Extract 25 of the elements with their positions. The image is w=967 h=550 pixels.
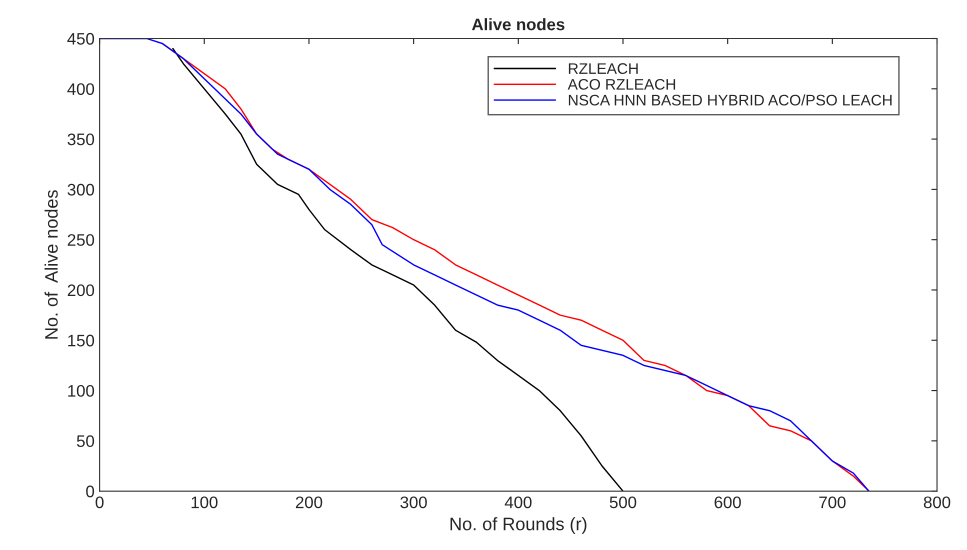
chart-title: Alive nodes [472, 18, 564, 30]
y-tick-label: 0 [86, 486, 94, 498]
y-tick-label: 150 [68, 334, 94, 346]
x-tick-label: 400 [504, 496, 532, 508]
y-tick-label: 200 [68, 284, 94, 296]
y-tick-label: 450 [67, 32, 94, 45]
x-axis-title: No. of Rounds (r) [450, 517, 586, 534]
y-tick-label: 50 [76, 435, 94, 448]
legend-label: ACO RZLEACH [568, 78, 676, 90]
y-tick-label: 400 [67, 83, 94, 95]
x-tick-label: 700 [819, 496, 846, 508]
x-tick-label: 800 [924, 496, 950, 508]
x-tick-label: 100 [192, 496, 218, 508]
x-tick-label: 500 [610, 496, 636, 508]
x-tick-label: 600 [714, 496, 741, 508]
legend-label: NSCA HNN BASED HYBRID ACO/PSO LEACH [568, 94, 892, 106]
legend-label: RZLEACH [568, 63, 638, 74]
x-tick-label: 200 [296, 496, 322, 508]
y-tick-label: 250 [68, 234, 94, 246]
y-tick-label: 300 [68, 184, 94, 196]
y-axis-title: No. of Alive nodes [44, 190, 58, 339]
x-tick-label: 300 [400, 496, 427, 508]
x-tick-label: 0 [96, 496, 104, 508]
y-tick-label: 350 [68, 133, 94, 146]
y-tick-label: 100 [68, 384, 94, 397]
